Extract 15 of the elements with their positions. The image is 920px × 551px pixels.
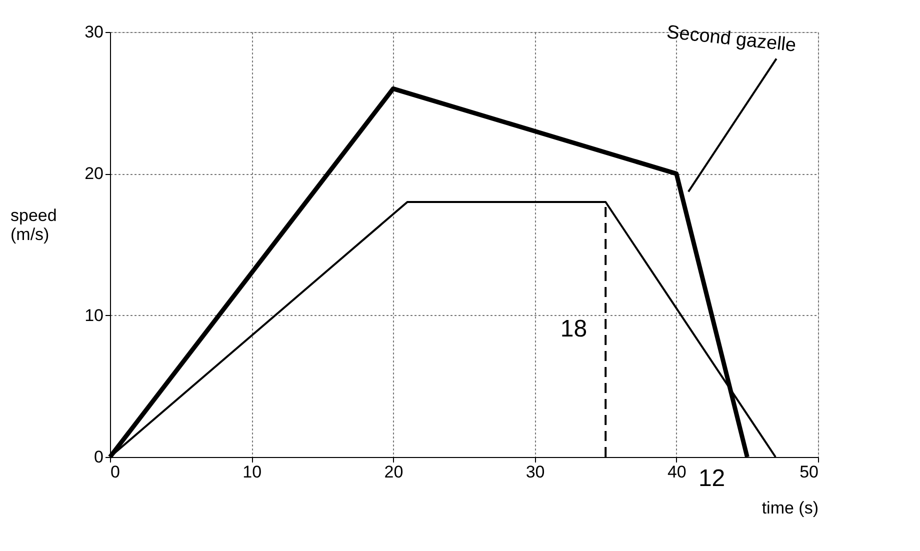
x-tick-label: 20: [384, 462, 404, 482]
text: 12: [698, 465, 726, 492]
x-axis-title: time (s): [762, 498, 818, 518]
x-tick-label: 0: [110, 462, 120, 482]
y-tick-label: 0: [94, 448, 104, 466]
y-tick-label: 20: [84, 164, 104, 184]
x-tick-label: 40: [667, 462, 686, 482]
text: Second gazelle: [666, 22, 798, 56]
annotation: 18: [560, 316, 588, 342]
y-tick-label: 10: [84, 306, 104, 325]
x-tick-label: 50: [800, 462, 818, 482]
x-tick-label: 30: [526, 462, 545, 482]
y-axis-title: speed (m/s): [10, 206, 57, 244]
x-tick-label: 10: [242, 462, 262, 482]
y-tick-label: 30: [84, 22, 104, 42]
